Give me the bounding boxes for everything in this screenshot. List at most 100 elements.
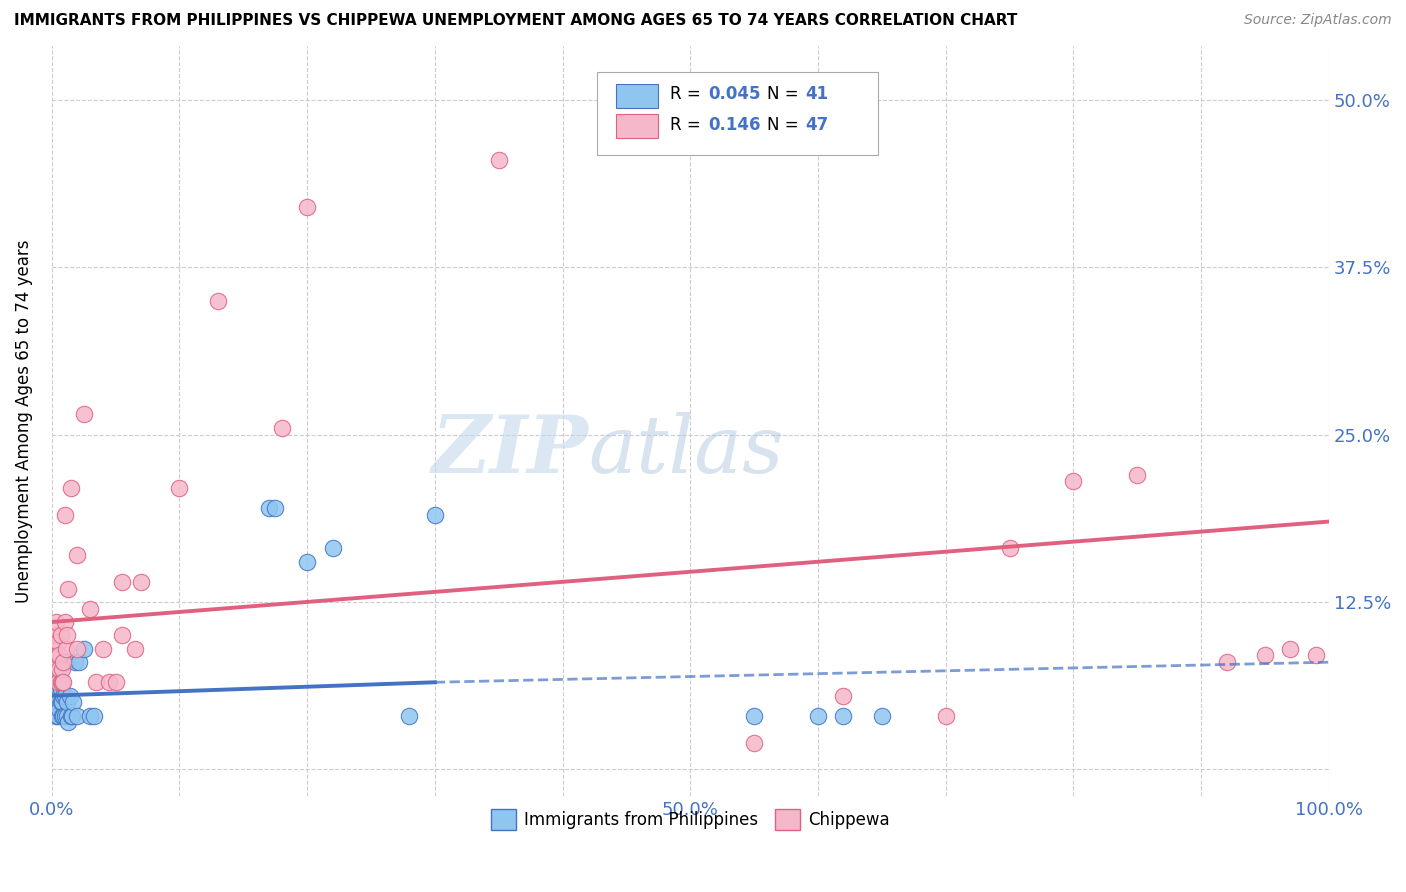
FancyBboxPatch shape — [616, 114, 658, 138]
Point — [73, 641, 96, 656]
Point — [807, 708, 830, 723]
Point — [1254, 648, 1277, 663]
Point — [742, 708, 765, 723]
Text: 41: 41 — [806, 86, 828, 103]
Point — [91, 641, 114, 656]
Point — [48, 702, 70, 716]
Point — [73, 408, 96, 422]
Text: ZIP: ZIP — [432, 412, 588, 490]
Point — [45, 689, 67, 703]
Point — [51, 662, 73, 676]
Point — [52, 708, 75, 723]
Point — [46, 689, 69, 703]
Point — [59, 689, 82, 703]
Point — [124, 641, 146, 656]
Point — [742, 735, 765, 749]
Point — [51, 708, 73, 723]
Point — [67, 655, 90, 669]
Point — [79, 708, 101, 723]
Point — [45, 708, 67, 723]
Point — [66, 708, 89, 723]
Point — [58, 715, 80, 730]
Point — [53, 708, 76, 723]
Point — [46, 708, 69, 723]
Text: Source: ZipAtlas.com: Source: ZipAtlas.com — [1244, 13, 1392, 28]
Text: atlas: atlas — [588, 412, 783, 490]
Point — [79, 601, 101, 615]
Point — [295, 200, 318, 214]
Point — [870, 708, 893, 723]
Point — [51, 675, 73, 690]
Text: R =: R = — [669, 86, 706, 103]
Point — [264, 501, 287, 516]
Point — [53, 508, 76, 522]
Point — [83, 708, 105, 723]
Point — [59, 481, 82, 495]
Point — [46, 668, 69, 682]
Point — [935, 708, 957, 723]
Point — [169, 481, 191, 495]
Point — [58, 582, 80, 596]
Point — [52, 689, 75, 703]
Y-axis label: Unemployment Among Ages 65 to 74 years: Unemployment Among Ages 65 to 74 years — [15, 239, 32, 603]
Point — [46, 675, 69, 690]
Point — [1305, 648, 1327, 663]
Point — [55, 641, 77, 656]
Point — [51, 675, 73, 690]
Point — [49, 628, 72, 642]
Point — [66, 548, 89, 562]
Point — [63, 655, 86, 669]
Text: R =: R = — [669, 116, 706, 134]
Legend: Immigrants from Philippines, Chippewa: Immigrants from Philippines, Chippewa — [484, 803, 897, 837]
Point — [60, 708, 83, 723]
Point — [998, 541, 1021, 556]
Text: 0.045: 0.045 — [709, 86, 761, 103]
Point — [832, 689, 855, 703]
Point — [44, 641, 66, 656]
Text: 47: 47 — [806, 116, 828, 134]
Text: IMMIGRANTS FROM PHILIPPINES VS CHIPPEWA UNEMPLOYMENT AMONG AGES 65 TO 74 YEARS C: IMMIGRANTS FROM PHILIPPINES VS CHIPPEWA … — [14, 13, 1018, 29]
Point — [46, 635, 69, 649]
Point — [49, 681, 72, 696]
FancyBboxPatch shape — [616, 84, 658, 108]
Point — [52, 655, 75, 669]
Point — [56, 695, 79, 709]
Point — [53, 689, 76, 703]
Point — [45, 615, 67, 629]
Point — [51, 695, 73, 709]
Point — [111, 628, 134, 642]
Point — [55, 655, 77, 669]
Point — [111, 574, 134, 589]
Point — [52, 675, 75, 690]
Point — [86, 675, 108, 690]
Point — [488, 153, 510, 167]
Point — [1126, 467, 1149, 482]
Text: N =: N = — [766, 86, 804, 103]
Point — [49, 675, 72, 690]
FancyBboxPatch shape — [598, 72, 877, 155]
Point — [98, 675, 121, 690]
Point — [129, 574, 152, 589]
Point — [207, 293, 229, 308]
Point — [48, 662, 70, 676]
Point — [49, 695, 72, 709]
Point — [104, 675, 127, 690]
Point — [48, 648, 70, 663]
Point — [1279, 641, 1302, 656]
Text: 0.146: 0.146 — [709, 116, 761, 134]
Point — [832, 708, 855, 723]
Point — [1215, 655, 1237, 669]
Point — [62, 695, 84, 709]
Point — [59, 708, 82, 723]
Point — [1062, 475, 1084, 489]
Point — [45, 628, 67, 642]
Point — [45, 675, 67, 690]
Point — [398, 708, 420, 723]
Point — [270, 421, 292, 435]
Point — [48, 681, 70, 696]
Point — [56, 628, 79, 642]
Point — [322, 541, 344, 556]
Point — [53, 615, 76, 629]
Point — [257, 501, 280, 516]
Point — [295, 555, 318, 569]
